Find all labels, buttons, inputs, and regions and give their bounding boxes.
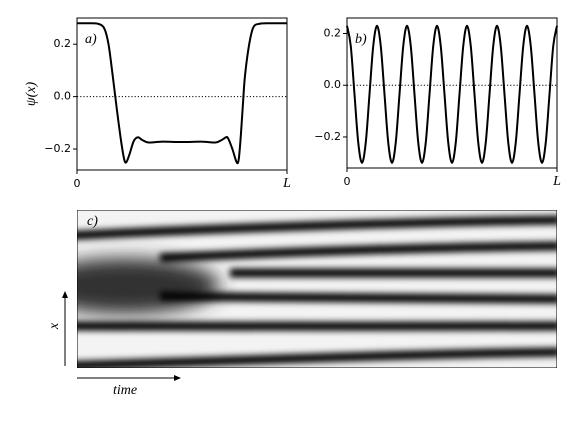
x-tick-label: 0 — [74, 177, 81, 190]
y-axis-label: ψ(x) — [24, 82, 39, 107]
y-tick-label: −0.2 — [314, 130, 341, 143]
x-tick-label: 0 — [344, 175, 351, 188]
y-axis-label: x — [47, 322, 62, 330]
panel-label: a) — [85, 32, 97, 47]
heatmap-image — [77, 210, 557, 368]
axes-frame — [346, 17, 558, 169]
y-tick-label: 0.2 — [54, 37, 72, 50]
y-tick-label: −0.2 — [44, 142, 71, 155]
y-tick-label: 0.2 — [324, 27, 342, 40]
y-tick-label: 0.0 — [54, 90, 72, 103]
panel-label: c) — [87, 214, 98, 229]
data-line — [346, 24, 558, 164]
x-tick-label: L — [552, 174, 561, 189]
axes-frame — [76, 17, 288, 171]
data-line — [76, 22, 288, 165]
panel-label: b) — [355, 32, 367, 47]
x-axis-label: time — [113, 383, 137, 398]
y-tick-label: 0.0 — [324, 78, 342, 91]
x-tick-label: L — [282, 176, 291, 191]
